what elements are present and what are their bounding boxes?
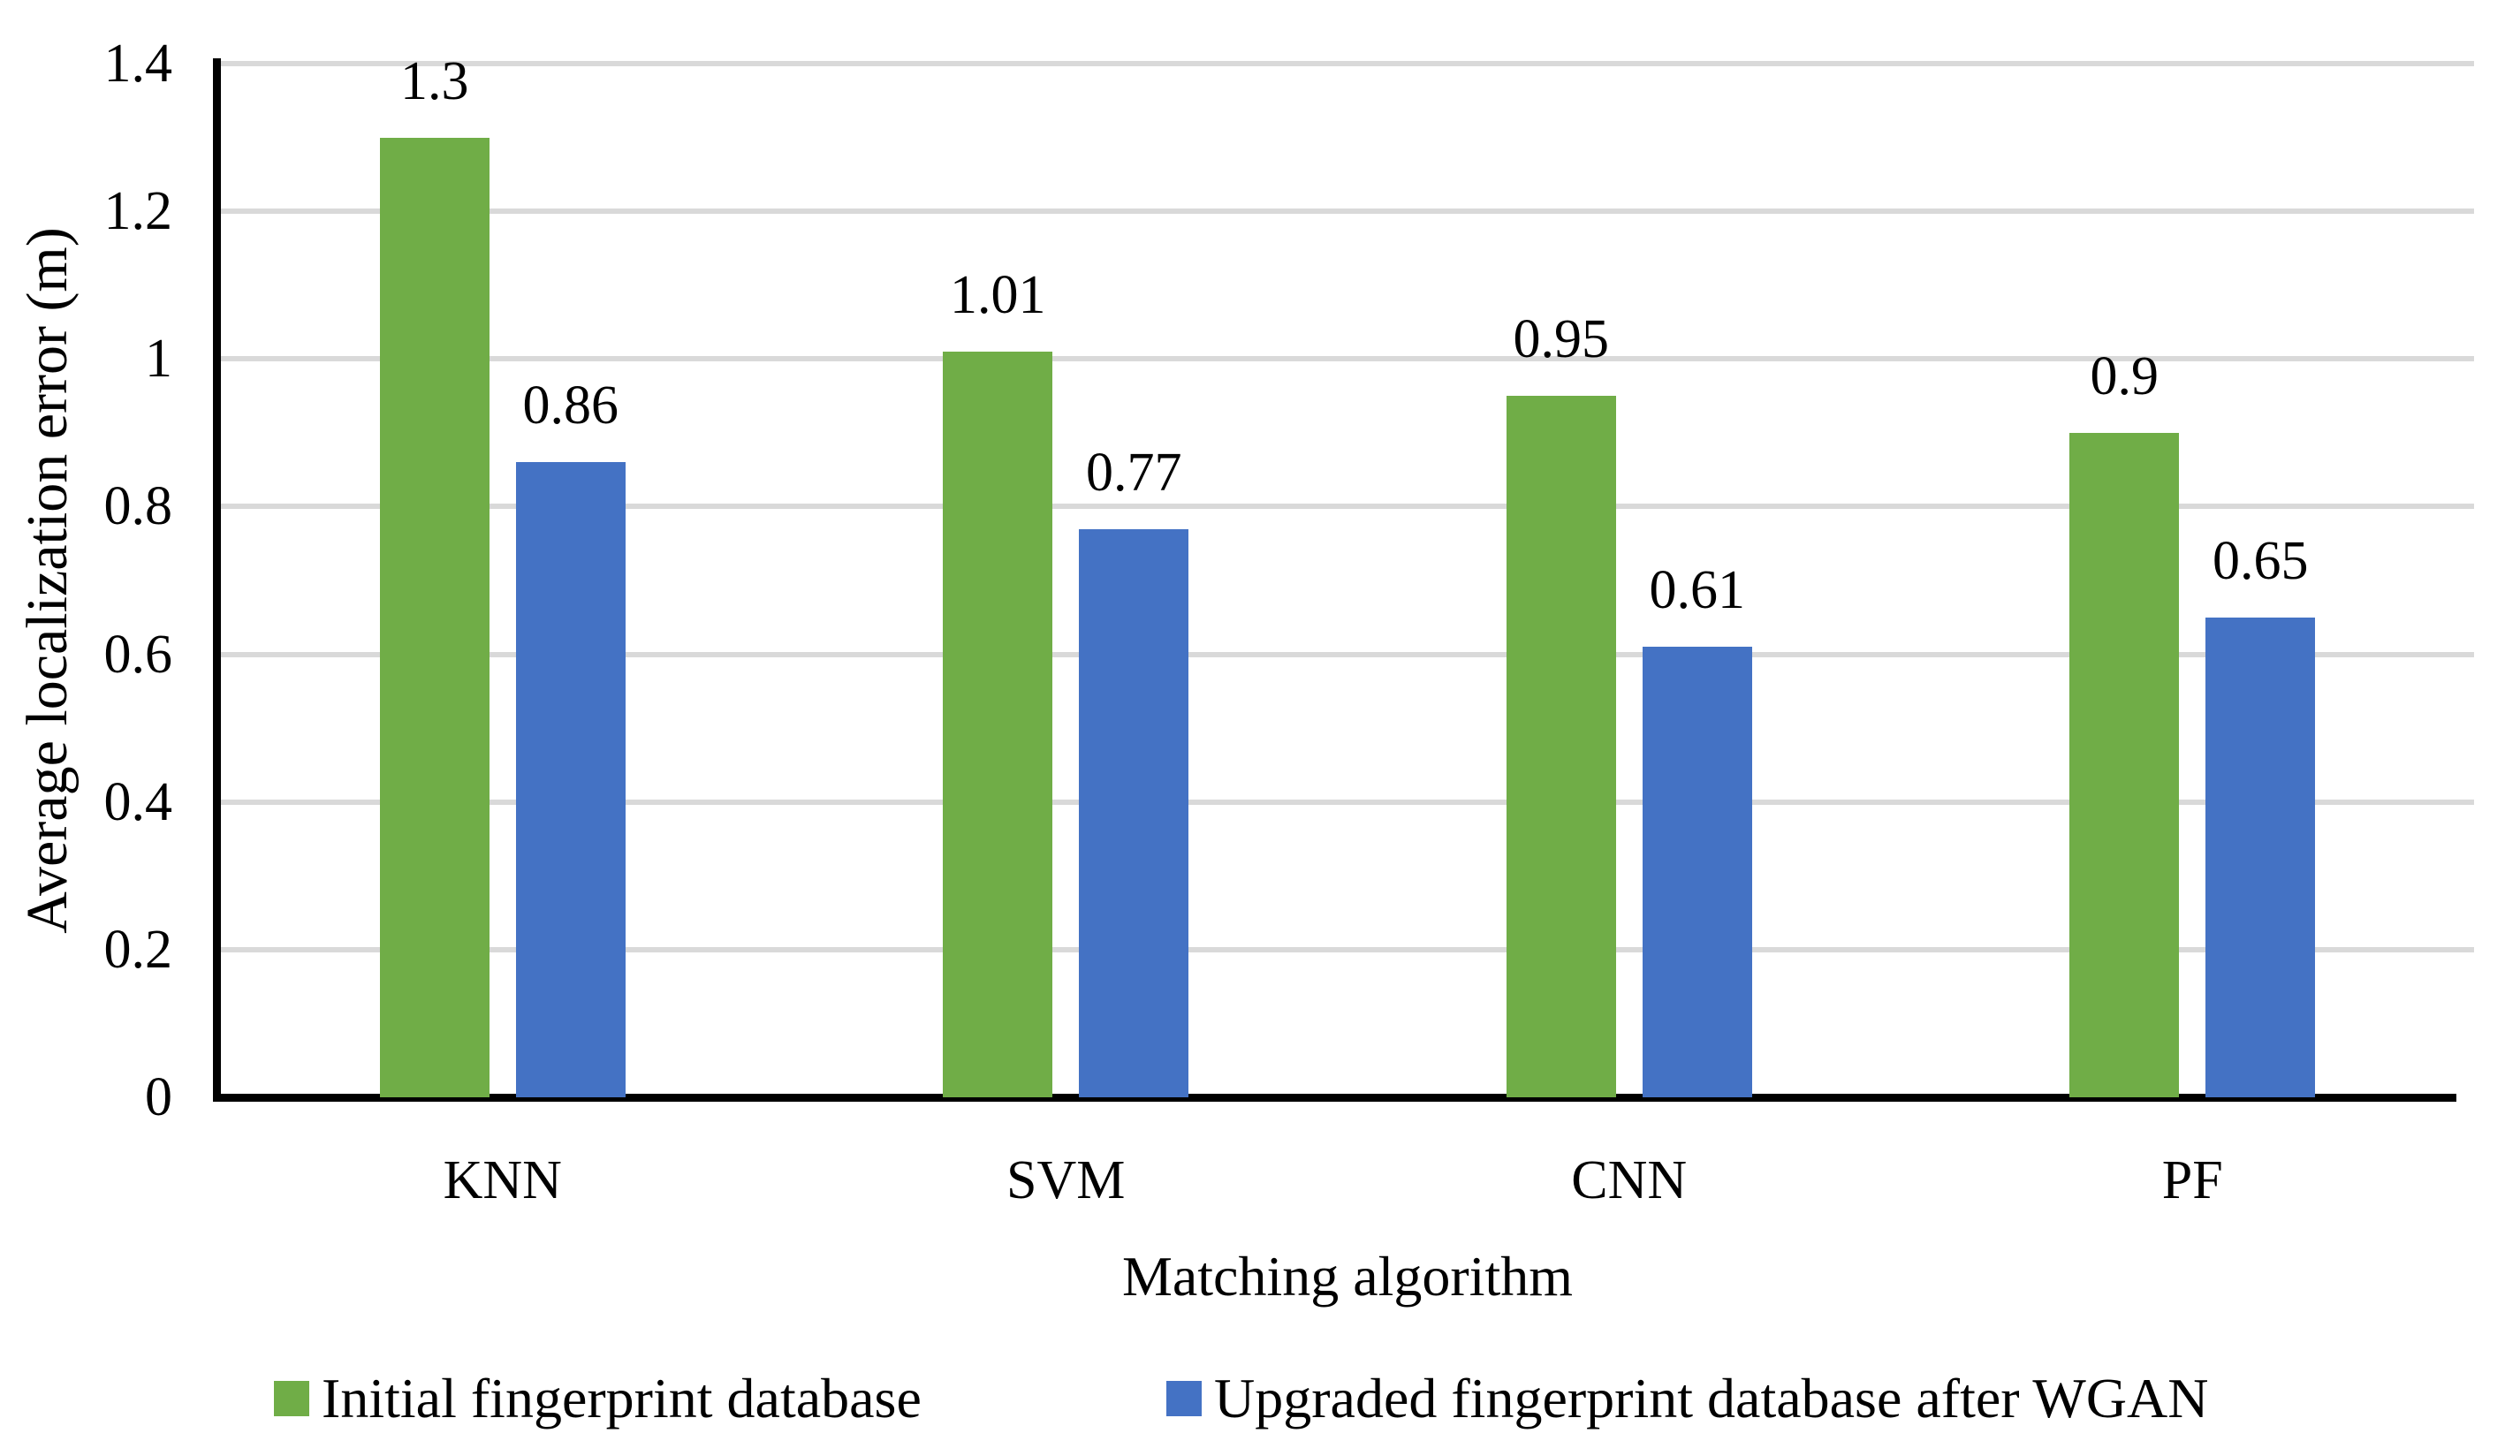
- bar-initial-cnn: [1506, 396, 1616, 1097]
- y-tick-label: 0: [145, 1067, 172, 1127]
- gridline: [213, 209, 2474, 215]
- value-label-initial-knn: 1.3: [400, 50, 469, 111]
- legend-item-upgraded: Upgraded fingerprint database after WGAN: [1166, 1365, 2208, 1432]
- value-label-upgraded-pf: 0.65: [2213, 530, 2309, 591]
- bar-upgraded-knn: [515, 462, 626, 1097]
- x-axis-line: [213, 1094, 2456, 1102]
- gridline: [213, 356, 2474, 362]
- category-label-cnn: CNN: [1571, 1150, 1688, 1210]
- bar-initial-pf: [2069, 432, 2180, 1097]
- legend-swatch-green: [274, 1381, 309, 1416]
- gridline: [213, 61, 2474, 66]
- bar-upgraded-cnn: [1642, 647, 1752, 1097]
- value-label-initial-cnn: 0.95: [1513, 309, 1610, 370]
- y-tick-label: 0.6: [103, 624, 173, 685]
- category-label-pf: PF: [2161, 1150, 2223, 1210]
- legend-item-initial: Initial fingerprint database: [274, 1365, 922, 1432]
- value-label-initial-svm: 1.01: [950, 264, 1046, 325]
- y-tick-label: 1.2: [103, 181, 173, 242]
- category-label-svm: SVM: [1006, 1150, 1126, 1210]
- y-tick-label: 0.8: [103, 476, 173, 537]
- gridline: [213, 504, 2474, 510]
- legend-label: Initial fingerprint database: [322, 1367, 922, 1429]
- gridline: [213, 651, 2474, 657]
- y-tick-label: 0.4: [103, 771, 173, 832]
- category-label-knn: KNN: [443, 1150, 562, 1210]
- y-tick-label: 1.4: [103, 34, 173, 94]
- bar-upgraded-svm: [1079, 528, 1189, 1097]
- legend-label: Upgraded fingerprint database after WGAN: [1214, 1367, 2209, 1429]
- gridline: [213, 799, 2474, 805]
- bar-initial-svm: [943, 351, 1053, 1097]
- legend-swatch-blue: [1166, 1381, 1202, 1416]
- value-label-initial-pf: 0.9: [2090, 345, 2159, 406]
- gridline: [213, 946, 2474, 952]
- y-axis-line: [213, 58, 221, 1102]
- bar-initial-knn: [379, 137, 490, 1097]
- y-tick-label: 1: [145, 329, 172, 390]
- bar-upgraded-pf: [2205, 617, 2316, 1097]
- x-axis-title: Matching algorithm: [1121, 1245, 1574, 1308]
- y-tick-label: 0.2: [103, 919, 173, 980]
- value-label-upgraded-svm: 0.77: [1086, 442, 1182, 503]
- value-label-upgraded-cnn: 0.61: [1649, 560, 1746, 621]
- value-label-upgraded-knn: 0.86: [522, 375, 619, 436]
